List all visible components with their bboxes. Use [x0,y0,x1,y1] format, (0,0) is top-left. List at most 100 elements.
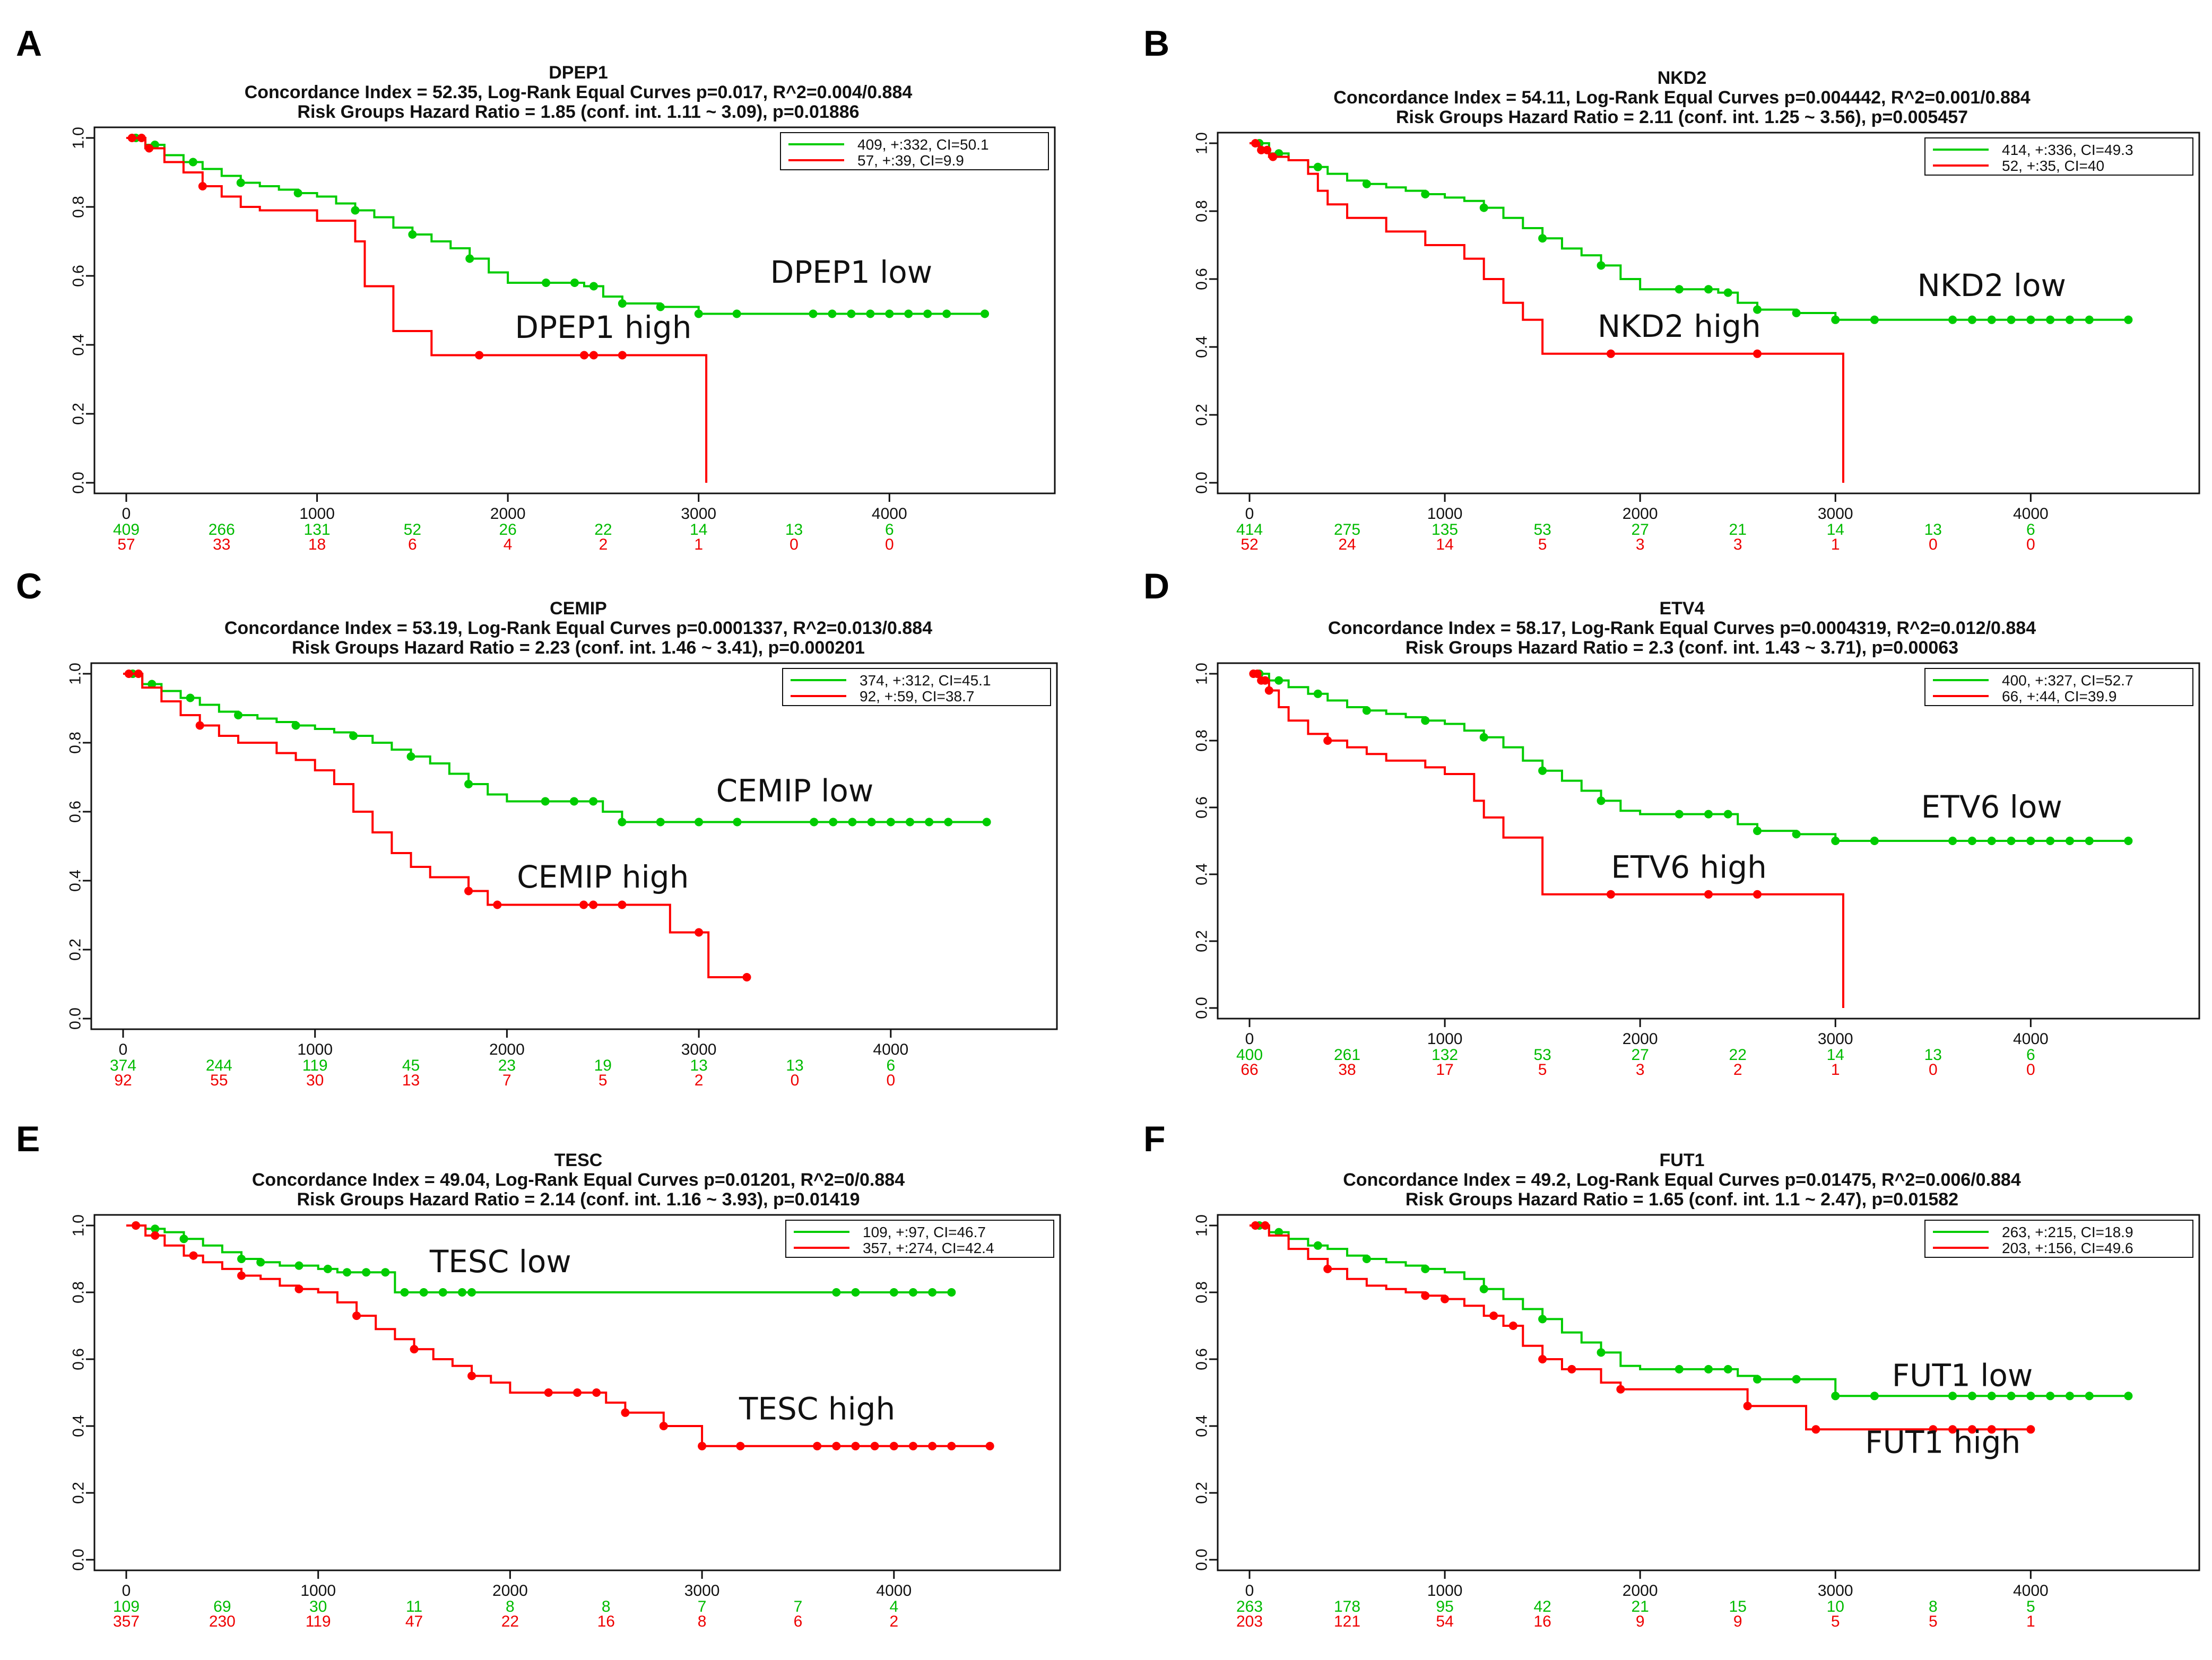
censor-mark-low [1313,162,1322,171]
censor-mark-high [2026,1425,2035,1434]
censor-mark-low [294,1261,303,1270]
censor-mark-low [618,299,627,308]
censor-mark-low [457,1288,466,1297]
censor-mark-low [656,818,665,827]
risk-number-low: 21 [1631,1598,1649,1615]
y-tick-label: 0.8 [70,1281,88,1303]
legend-box [1924,137,2193,176]
x-tick-label: 1000 [1427,1030,1463,1048]
risk-number-low: 10 [1827,1598,1844,1615]
risk-number-low: 6 [2026,521,2035,538]
x-tick-label: 4000 [873,1041,908,1058]
risk-number-low: 6 [2026,1046,2035,1064]
censor-mark-high [294,1284,303,1293]
chart-subtitle-1: Concordance Index = 49.2, Log-Rank Equal… [1343,1170,2021,1190]
censor-mark-low [2007,315,2016,324]
y-tick-label: 0.8 [67,732,84,754]
chart-subtitle-2: Risk Groups Hazard Ratio = 2.14 (conf. i… [297,1189,860,1210]
censor-mark-low [733,818,742,827]
censor-mark-high [137,134,146,142]
censor-mark-high [493,900,502,909]
annotation-low: FUT1 low [1892,1357,2033,1393]
censor-mark-high [1948,1425,1957,1434]
censor-mark-low [151,1224,160,1233]
chart-subtitle-2: Risk Groups Hazard Ratio = 1.65 (conf. i… [1406,1189,1958,1210]
censor-mark-high [1811,1425,1820,1434]
x-tick-label: 0 [122,1582,131,1600]
censor-mark-low [867,818,876,827]
censor-mark-high [695,928,704,937]
risk-number-high: 55 [210,1072,228,1089]
x-tick-label: 4000 [2013,505,2049,523]
censor-mark-low [1362,1255,1371,1263]
risk-number-high: 2 [1733,1061,1742,1079]
censor-mark-low [2046,837,2055,845]
y-tick-label: 0.4 [70,1415,88,1437]
risk-number-high: 5 [1538,1061,1547,1079]
censor-mark-low [1948,1392,1957,1401]
censor-mark-low [570,279,579,287]
chart-title: ETV4 [1659,598,1704,619]
legend-label: 414, +:336, CI=49.3 [2002,142,2133,158]
risk-number-high: 66 [1241,1061,1258,1079]
risk-number-low: 19 [594,1057,612,1074]
y-tick-label: 0.2 [1193,404,1211,426]
risk-number-low: 409 [113,521,140,538]
x-tick-label: 2000 [1623,1030,1658,1048]
risk-number-low: 261 [1334,1046,1360,1064]
censor-mark-low [2046,1392,2055,1401]
x-tick-label: 1000 [300,1582,336,1600]
risk-number-high: 7 [502,1072,511,1089]
censor-mark-low [1479,1284,1488,1293]
censor-mark-low [351,206,360,215]
y-tick-label: 1.0 [67,663,84,685]
risk-number-high: 6 [408,536,417,553]
annotation-high: ETV6 high [1611,849,1767,885]
censor-mark-high [1987,1425,1996,1434]
censor-mark-low [1723,1364,1732,1374]
risk-number-high: 16 [1533,1613,1551,1630]
risk-number-low: 244 [206,1057,232,1074]
x-tick-label: 2000 [489,1041,525,1058]
x-tick-label: 0 [119,1041,128,1058]
risk-number-low: 275 [1334,521,1360,538]
chart-subtitle-2: Risk Groups Hazard Ratio = 1.85 (conf. i… [297,102,859,122]
risk-number-high: 1 [694,536,703,553]
y-tick-label: 0.2 [1193,1482,1211,1504]
risk-number-high: 3 [1636,1061,1645,1079]
censor-mark-high [1606,349,1615,358]
x-tick-label: 0 [1245,505,1254,523]
censor-mark-high [1421,1291,1430,1300]
censor-mark-high [573,1388,582,1397]
censor-mark-high [1967,1425,1976,1434]
x-tick-label: 4000 [2013,1582,2049,1600]
censor-mark-low [828,309,837,318]
survival-curve-low [126,137,985,315]
censor-mark-low [236,178,245,187]
chart-subtitle-2: Risk Groups Hazard Ratio = 2.11 (conf. i… [1396,107,1968,127]
risk-number-low: 8 [1929,1598,1938,1615]
risk-number-low: 400 [1236,1046,1263,1064]
risk-number-low: 7 [794,1598,803,1615]
risk-number-low: 414 [1236,521,1263,538]
x-tick-label: 4000 [2013,1030,2049,1048]
risk-number-high: 6 [794,1613,803,1630]
risk-number-high: 17 [1436,1061,1453,1079]
chart-title: NKD2 [1658,68,1707,88]
risk-number-high: 4 [504,536,513,553]
censor-mark-low [589,797,598,806]
censor-mark-low [179,1235,188,1244]
censor-mark-low [1870,315,1879,324]
chart-title: DPEP1 [549,63,608,83]
censor-mark-low [618,818,627,827]
risk-number-low: 22 [1729,1046,1747,1064]
y-tick-label: 1.0 [1193,132,1211,154]
censor-mark-low [2026,1392,2035,1401]
censor-mark-high [475,351,484,360]
risk-number-low: 22 [594,521,612,538]
risk-number-low: 14 [690,521,707,538]
censor-mark-high [1251,1221,1260,1230]
censor-mark-high [618,351,627,360]
x-tick-label: 3000 [681,505,716,523]
